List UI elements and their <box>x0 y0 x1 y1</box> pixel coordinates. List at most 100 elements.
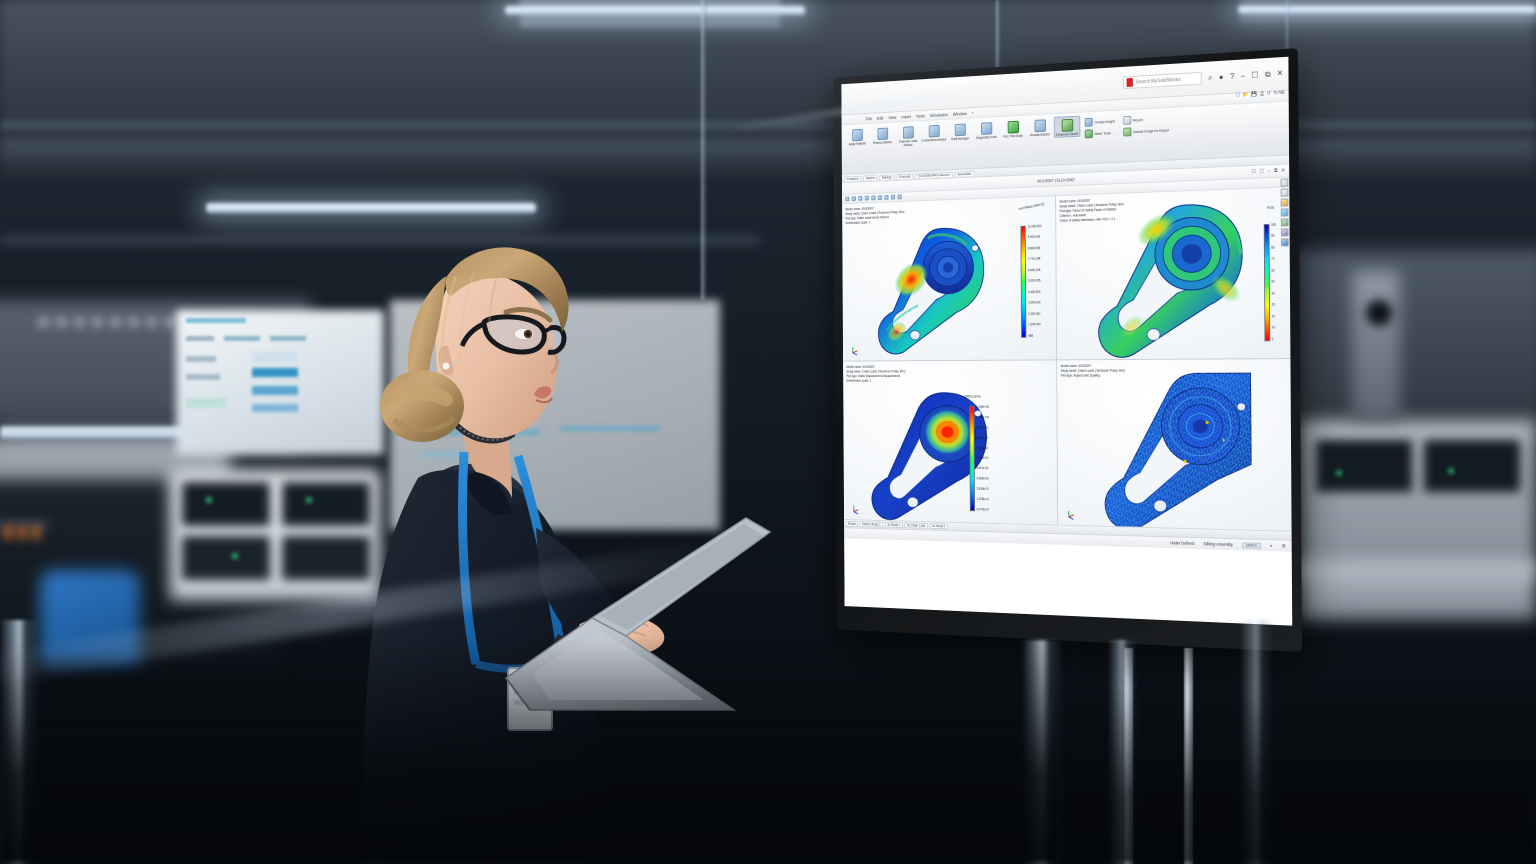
bottom-tab-study-1[interactable]: 4x Study 1 <box>884 521 903 529</box>
viewport-factor-of-safety[interactable]: Model name: 40103007 Study name: Chain L… <box>1056 187 1291 361</box>
file-explorer-icon[interactable] <box>1280 198 1289 207</box>
wall-display-card <box>252 404 298 412</box>
orientation-triad-icon <box>848 342 859 356</box>
legend-value: 1.228e-01 <box>976 497 989 502</box>
tab-sketch[interactable]: Sketch <box>863 174 878 180</box>
doc-minimize-icon[interactable]: – <box>1267 168 1271 175</box>
bottom-tab-model[interactable]: Model <box>845 520 859 527</box>
menu-item-view[interactable]: View <box>888 114 897 120</box>
hair-strand <box>488 267 501 335</box>
search-input[interactable]: Search MySolidWorks <box>1122 71 1202 90</box>
bottom-tab-chain-load[interactable]: 4x Chain Load <box>904 522 928 529</box>
display-style-icon[interactable] <box>877 195 882 201</box>
status-led <box>1448 468 1454 474</box>
hide-show-icon[interactable] <box>884 194 889 200</box>
menu-item-tools[interactable]: Tools <box>915 113 925 119</box>
search-icon[interactable]: ⌕ <box>1208 72 1213 82</box>
legend-value: 1.105e+00 <box>976 415 990 420</box>
appearances-icon[interactable] <box>890 194 896 200</box>
new-doc-icon[interactable]: ☐ <box>1235 92 1240 99</box>
legend-values: 11,000,000 9,900,049 8,800,098 7,700,148… <box>1027 224 1042 337</box>
legend-value: 1,100,440 <box>1028 322 1041 327</box>
viewport-displacement[interactable]: Model name: 40103007 Study name: Chain L… <box>843 360 1059 525</box>
ribbon-report[interactable]: Report <box>1122 114 1169 125</box>
maximize-button[interactable]: ⧉ <box>1265 69 1271 79</box>
orientation-triad-icon <box>1063 506 1075 520</box>
viewport-von-mises[interactable]: Model name: 40103007 Study name: Chain L… <box>842 196 1058 362</box>
legend-value: 12 <box>1271 325 1276 330</box>
appearances-pane-icon[interactable] <box>1280 218 1289 227</box>
wall-display-row <box>224 336 260 341</box>
ribbon-diagnostic-tools[interactable]: Diagnostic Tools <box>973 120 999 140</box>
menu-item-insert[interactable]: Insert <box>901 113 911 119</box>
menu-item-simulation[interactable]: Simulation <box>929 111 948 118</box>
menu-item-window[interactable]: Window <box>952 110 967 117</box>
rebuild-icon[interactable]: ⚙ <box>1280 89 1285 97</box>
custom-properties-icon[interactable] <box>1280 228 1289 237</box>
view-palette-icon[interactable] <box>1280 208 1289 217</box>
ceiling-tube-light <box>1238 6 1536 14</box>
account-icon[interactable]: ● <box>1218 72 1224 82</box>
ribbon-connections-advisor[interactable]: Connections Advisor <box>921 123 946 143</box>
legend-value: 7,700,148 <box>1027 257 1041 262</box>
bottom-tab-study-2[interactable]: 4x Study 2 <box>929 523 948 530</box>
tv-stand-column <box>1124 648 1133 864</box>
undo-icon[interactable]: ↺ <box>1266 90 1271 97</box>
open-icon[interactable]: 📂 <box>1242 91 1249 99</box>
pan-icon[interactable] <box>864 195 869 201</box>
pdm-icon[interactable] <box>1281 238 1289 247</box>
units-caret-icon[interactable]: ▾ <box>1270 543 1273 549</box>
design-library-icon[interactable] <box>1280 188 1289 197</box>
ribbon-include-image-for-report[interactable]: Include Image for Report <box>1123 126 1169 137</box>
minimize-button[interactable]: – <box>1240 70 1246 80</box>
rack-item <box>4 525 12 539</box>
rotate-view-icon[interactable] <box>858 196 863 201</box>
earring <box>442 362 450 370</box>
ribbon-external-loads[interactable]: External Loads Advisor <box>895 124 920 148</box>
ribbon-results-advisor[interactable]: Results Advisor <box>1027 117 1053 137</box>
ribbon-deformed-result[interactable]: Deformed Result <box>1053 115 1081 138</box>
zoom-area-icon[interactable] <box>851 196 856 201</box>
ribbon-mesh-tools[interactable]: Mesh Tools <box>1084 128 1115 139</box>
tab-simulation[interactable]: Simulation <box>954 170 975 177</box>
view-orientation-icon[interactable] <box>871 195 876 201</box>
restore-button[interactable]: ☐ <box>1251 69 1259 80</box>
ribbon-design-insight[interactable]: Design Insight <box>1084 117 1115 127</box>
viewport-mesh-quality[interactable]: Model name: 40103007 Study name: Chain L… <box>1057 359 1292 531</box>
doc-close-icon[interactable]: ✕ <box>1281 167 1286 174</box>
settings-gear-icon[interactable]: ⚙ <box>1281 542 1286 550</box>
tab-addins[interactable]: SOLIDWORKS Add-Ins <box>915 171 953 178</box>
ribbon-label: Run This Study <box>1003 133 1023 139</box>
run-study-icon <box>1007 120 1019 134</box>
close-button[interactable]: × <box>1277 67 1283 79</box>
doc-restore-icon[interactable]: ☐ <box>1251 168 1256 175</box>
ribbon-label: Design Insight <box>1094 119 1115 124</box>
menu-item-edit[interactable]: Edit <box>876 115 884 121</box>
tab-markup[interactable]: Markup <box>879 173 895 180</box>
save-icon[interactable]: 💾 <box>1251 91 1258 98</box>
ribbon-fixtures-advisor[interactable]: Fixtures Advisor <box>870 125 895 145</box>
legend-value: 8.594e-01 <box>976 435 989 440</box>
bottom-tab-motion-study[interactable]: Motion Study 1 <box>859 521 884 528</box>
hair-strand <box>440 275 458 373</box>
laptop <box>488 514 774 714</box>
solidworks-resources-icon[interactable] <box>1280 178 1289 187</box>
ribbon-shell-manager[interactable]: Shell Manager <box>947 121 973 141</box>
menu-item-file[interactable]: File <box>865 115 872 121</box>
ribbon-run-this-study[interactable]: Run This Study <box>1000 118 1026 139</box>
section-view-icon[interactable] <box>897 194 902 200</box>
menu-item-more[interactable]: * <box>971 110 974 116</box>
zoom-to-fit-icon[interactable] <box>845 196 850 202</box>
redo-icon[interactable]: ↻ <box>1273 90 1278 97</box>
doc-tile-icon[interactable]: ☐ <box>1259 168 1264 175</box>
help-icon[interactable]: ? <box>1229 71 1235 81</box>
laptop-screen-back <box>600 524 764 630</box>
fea-part-mesh-quality <box>1089 369 1274 531</box>
ribbon-apply-material[interactable]: Apply Material <box>845 127 869 147</box>
print-icon[interactable]: ⎙ <box>1260 90 1264 98</box>
tab-evaluate[interactable]: Evaluate <box>896 173 914 179</box>
status-led <box>306 497 312 503</box>
tab-features[interactable]: Features <box>844 175 861 181</box>
doc-maximize-icon[interactable]: ⧉ <box>1274 167 1278 175</box>
units-selector[interactable]: MMGS <box>1242 541 1261 549</box>
